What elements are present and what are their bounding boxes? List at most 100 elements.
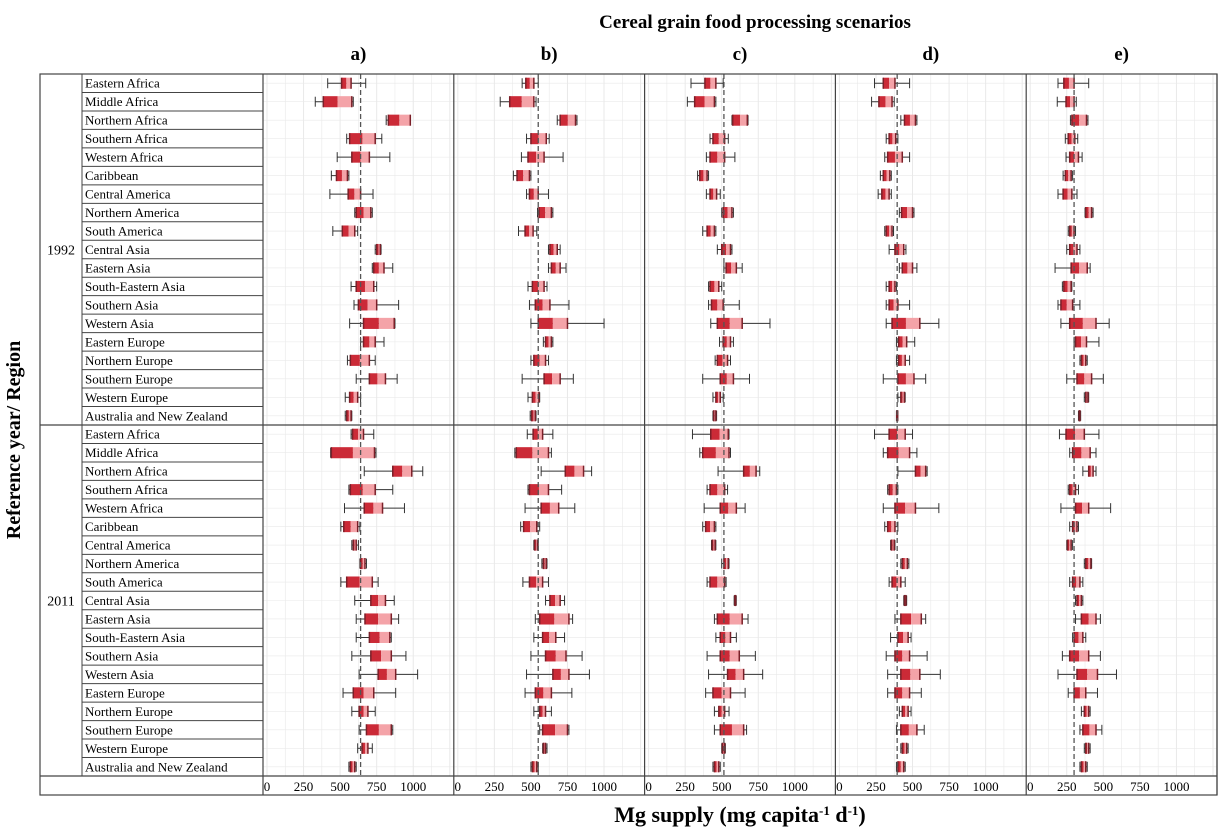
region-label: Central Asia (85, 242, 150, 257)
box-upper (717, 576, 725, 588)
x-tick-label: 1000 (591, 779, 617, 794)
box-lower (897, 373, 906, 385)
chart-title: Cereal grain food processing scenarios (599, 12, 911, 33)
box-upper (533, 188, 539, 200)
region-label: Eastern Africa (85, 427, 160, 442)
box-upper (1083, 354, 1086, 366)
box-upper (721, 687, 731, 699)
region-label: Central Asia (85, 593, 150, 608)
box-lower (1066, 428, 1076, 440)
box-lower (549, 594, 556, 607)
box-upper (897, 428, 906, 440)
box-upper (378, 724, 392, 736)
box-lower (723, 558, 727, 570)
region-label: Western Asia (85, 667, 154, 682)
box-upper (717, 151, 725, 163)
box-upper (717, 484, 725, 496)
box-lower (366, 724, 379, 736)
box-lower (743, 465, 750, 477)
box-upper (1073, 243, 1077, 256)
x-tick-label: 250 (485, 779, 505, 794)
box-lower (363, 317, 379, 329)
box-lower (887, 151, 895, 163)
x-tick-label: 500 (521, 779, 541, 794)
box-lower (353, 687, 364, 699)
box-upper (567, 114, 576, 126)
box-lower (710, 428, 720, 440)
box-lower (1069, 317, 1083, 329)
box-upper (554, 613, 569, 625)
panel-label: a) (350, 44, 366, 65)
box-lower (378, 668, 387, 680)
box-upper (715, 447, 730, 459)
box-lower (532, 280, 539, 292)
box-lower (350, 761, 353, 773)
box-upper (542, 705, 546, 717)
y-axis-title: Reference year/ Region (3, 341, 25, 539)
box-upper (378, 243, 381, 256)
x-tick-label: 0 (836, 779, 843, 794)
box-lower (517, 170, 524, 182)
x-tick-label: 750 (367, 779, 387, 794)
box-upper (731, 262, 737, 274)
box-upper (549, 502, 559, 514)
x-tick-label: 1000 (973, 779, 999, 794)
box-upper (555, 724, 568, 736)
box-upper (1076, 576, 1080, 588)
box-lower (516, 447, 533, 459)
box-upper (535, 391, 539, 403)
box-upper (905, 317, 920, 329)
box-lower (369, 631, 380, 643)
box-upper (1082, 317, 1097, 329)
box-lower (560, 114, 568, 126)
box-lower (538, 317, 553, 329)
box-upper (359, 576, 373, 588)
region-label: Southern Europe (85, 371, 173, 386)
box-upper (1087, 668, 1098, 680)
region-label: Southern Africa (85, 131, 168, 146)
x-tick-label: 250 (1057, 779, 1077, 794)
box-lower (549, 243, 554, 256)
box-lower (530, 133, 539, 145)
x-tick-label: 500 (330, 779, 350, 794)
box-lower (348, 188, 355, 200)
box-lower (358, 299, 368, 311)
box-lower (900, 391, 903, 403)
box-lower (532, 761, 535, 773)
box-lower (894, 243, 900, 256)
box-lower (1069, 650, 1080, 662)
box-lower (533, 354, 540, 366)
box-upper (885, 188, 890, 200)
box-lower (529, 576, 537, 588)
box-upper (1086, 705, 1089, 717)
box-lower (720, 631, 726, 643)
box-upper (898, 447, 910, 459)
box-upper (529, 225, 534, 237)
box-lower (1076, 668, 1088, 680)
box-lower (1069, 151, 1075, 163)
box-upper (353, 391, 358, 403)
box-lower (1076, 594, 1080, 607)
box-lower (886, 225, 890, 237)
box-lower (373, 262, 379, 274)
box-upper (378, 317, 395, 329)
box-lower (552, 668, 561, 680)
region-label: Southern Europe (85, 722, 173, 737)
box-upper (362, 133, 376, 145)
x-tick-label: 0 (455, 779, 462, 794)
box-upper (543, 687, 552, 699)
box-lower (720, 724, 732, 736)
region-label: Northern America (85, 556, 179, 571)
box-upper (714, 280, 719, 292)
box-lower (720, 650, 730, 662)
box-lower (710, 280, 715, 292)
box-lower (1067, 539, 1070, 551)
box-upper (902, 650, 910, 662)
box-upper (902, 687, 910, 699)
box-lower (894, 650, 903, 662)
box-upper (892, 280, 895, 292)
box-lower (881, 188, 886, 200)
box-upper (1079, 650, 1089, 662)
box-lower (349, 391, 354, 403)
region-label: South America (85, 224, 163, 239)
